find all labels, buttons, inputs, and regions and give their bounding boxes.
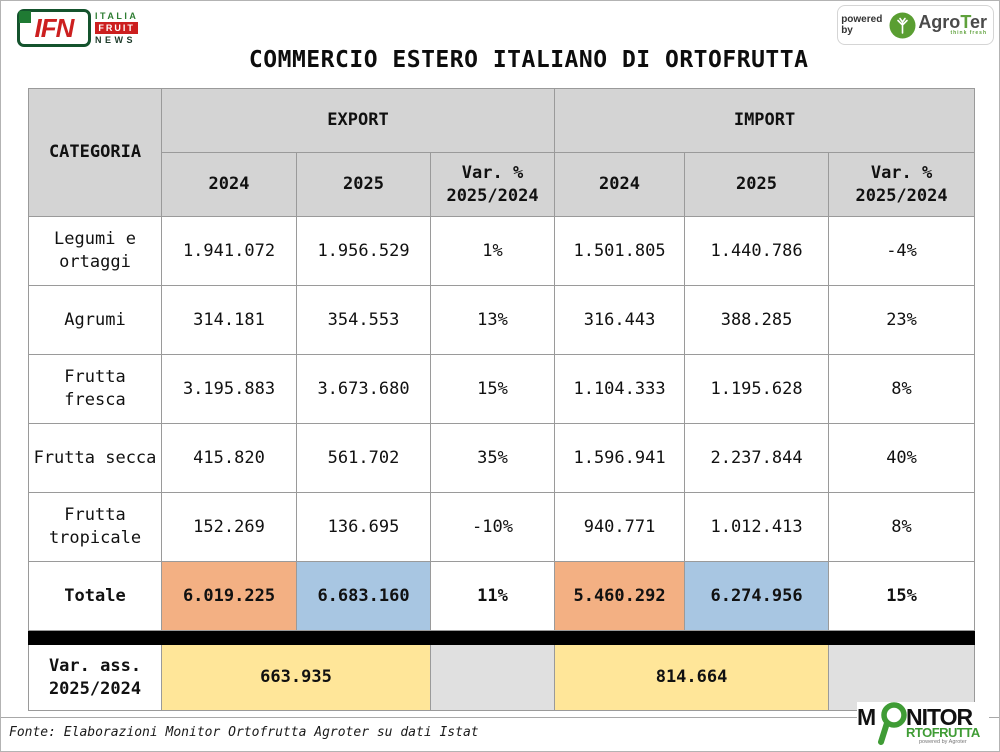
header-import-2024: 2024 [554, 152, 686, 217]
import-2024-value: 316.443 [554, 285, 686, 355]
total-label: Totale [28, 561, 162, 631]
header-export-2025: 2025 [296, 152, 431, 217]
var-ass-export-value: 663.935 [161, 644, 431, 711]
ifn-news-label: NEWS [95, 35, 136, 45]
monitor-powered-by: powered by Agroter [919, 739, 967, 745]
ifn-logo-box: IFN [17, 9, 91, 47]
category-label: Frutta tropicale [28, 492, 162, 562]
export-2024-value: 415.820 [161, 423, 297, 493]
table-row-agrumi: Agrumi 314.181 354.553 13% 316.443 388.2… [28, 285, 976, 355]
import-var-value: 23% [828, 285, 976, 355]
monitor-ortofrutta-logo: M NITOR RTOFRUTTA powered by Agroter [857, 702, 989, 750]
header-import-2025: 2025 [684, 152, 830, 217]
source-note: Fonte: Elaborazioni Monitor Ortofrutta A… [9, 725, 479, 740]
import-var-value: 40% [828, 423, 976, 493]
ifn-logo: IFN ITALIA FRUIT NEWS [17, 9, 139, 47]
ifn-wordmark: ITALIA FRUIT NEWS [95, 11, 139, 45]
export-var-value: -10% [429, 492, 556, 562]
category-label: Agrumi [28, 285, 162, 355]
agroter-logo: AgroTer think fresh [889, 12, 987, 39]
table-row-frutta-fresca: Frutta fresca 3.195.883 3.673.680 15% 1.… [28, 354, 976, 424]
table-row-var-ass: Var. ass. 2025/2024 663.935 814.664 [28, 644, 976, 711]
powered-by-label: powered by [841, 14, 883, 36]
var-ass-import-empty [828, 644, 976, 711]
export-2025-value: 136.695 [296, 492, 431, 562]
import-2024-value: 1.104.333 [554, 354, 686, 424]
monitor-m: M [857, 704, 876, 730]
total-import-2025: 6.274.956 [684, 561, 830, 631]
ifn-green-square [19, 11, 31, 23]
agroter-tree-icon [889, 12, 916, 38]
import-2024-value: 1.501.805 [554, 216, 686, 286]
var-ass-export-empty [429, 644, 556, 711]
import-var-value: 8% [828, 354, 976, 424]
separator-bar [27, 630, 976, 645]
category-label: Frutta secca [28, 423, 162, 493]
header-import-var: Var. % 2025/2024 [828, 152, 976, 217]
export-2024-value: 152.269 [161, 492, 297, 562]
total-export-2024: 6.019.225 [161, 561, 297, 631]
table-row-legumi: Legumi e ortaggi 1.941.072 1.956.529 1% … [28, 216, 976, 286]
header-export: EXPORT [160, 88, 556, 153]
total-export-var: 11% [429, 561, 556, 631]
category-label: Frutta fresca [28, 354, 162, 424]
export-var-value: 1% [429, 216, 556, 286]
total-import-var: 15% [828, 561, 976, 631]
header-import: IMPORT [554, 88, 976, 153]
export-2024-value: 3.195.883 [161, 354, 297, 424]
import-2024-value: 1.596.941 [554, 423, 686, 493]
ifn-fruit-label: FRUIT [95, 22, 139, 34]
powered-by-agroter: powered by AgroTer think fresh [837, 5, 994, 45]
header-export-2024: 2024 [161, 152, 297, 217]
agroter-name: AgroTer [918, 12, 987, 32]
import-2025-value: 1.012.413 [684, 492, 830, 562]
import-var-value: -4% [828, 216, 976, 286]
export-2024-value: 1.941.072 [161, 216, 297, 286]
monitor-nitor: NITOR [906, 704, 973, 730]
var-ass-label: Var. ass. 2025/2024 [28, 644, 162, 711]
trade-table: CATEGORIA EXPORT IMPORT 2024 2025 Var. %… [27, 88, 976, 711]
import-2025-value: 1.440.786 [684, 216, 830, 286]
table-row-totale: Totale 6.019.225 6.683.160 11% 5.460.292… [28, 561, 976, 631]
export-2025-value: 354.553 [296, 285, 431, 355]
import-var-value: 8% [828, 492, 976, 562]
page-title-line1: COMMERCIO ESTERO ITALIANO DI ORTOFRUTTA [248, 47, 809, 73]
import-2025-value: 2.237.844 [684, 423, 830, 493]
export-2025-value: 1.956.529 [296, 216, 431, 286]
ifn-abbr: IFN [34, 12, 75, 43]
category-label: Legumi e ortaggi [28, 216, 162, 286]
table-row-frutta-tropicale: Frutta tropicale 152.269 136.695 -10% 94… [28, 492, 976, 562]
import-2025-value: 388.285 [684, 285, 830, 355]
total-import-2024: 5.460.292 [554, 561, 686, 631]
export-2024-value: 314.181 [161, 285, 297, 355]
export-2025-value: 3.673.680 [296, 354, 431, 424]
magnifier-icon [878, 702, 907, 745]
export-var-value: 13% [429, 285, 556, 355]
ifn-italia-label: ITALIA [95, 11, 139, 21]
table-row-frutta-secca: Frutta secca 415.820 561.702 35% 1.596.9… [28, 423, 976, 493]
header-categoria: CATEGORIA [28, 88, 162, 217]
import-2024-value: 940.771 [554, 492, 686, 562]
import-2025-value: 1.195.628 [684, 354, 830, 424]
monitor-rtofrutta: RTOFRUTTA [906, 725, 980, 740]
header-export-var: Var. % 2025/2024 [429, 152, 556, 217]
export-var-value: 15% [429, 354, 556, 424]
export-2025-value: 561.702 [296, 423, 431, 493]
var-ass-import-value: 814.664 [554, 644, 830, 711]
export-var-value: 35% [429, 423, 556, 493]
footer-divider [1, 717, 999, 718]
agroter-tagline: think fresh [950, 30, 987, 36]
total-export-2025: 6.683.160 [296, 561, 431, 631]
